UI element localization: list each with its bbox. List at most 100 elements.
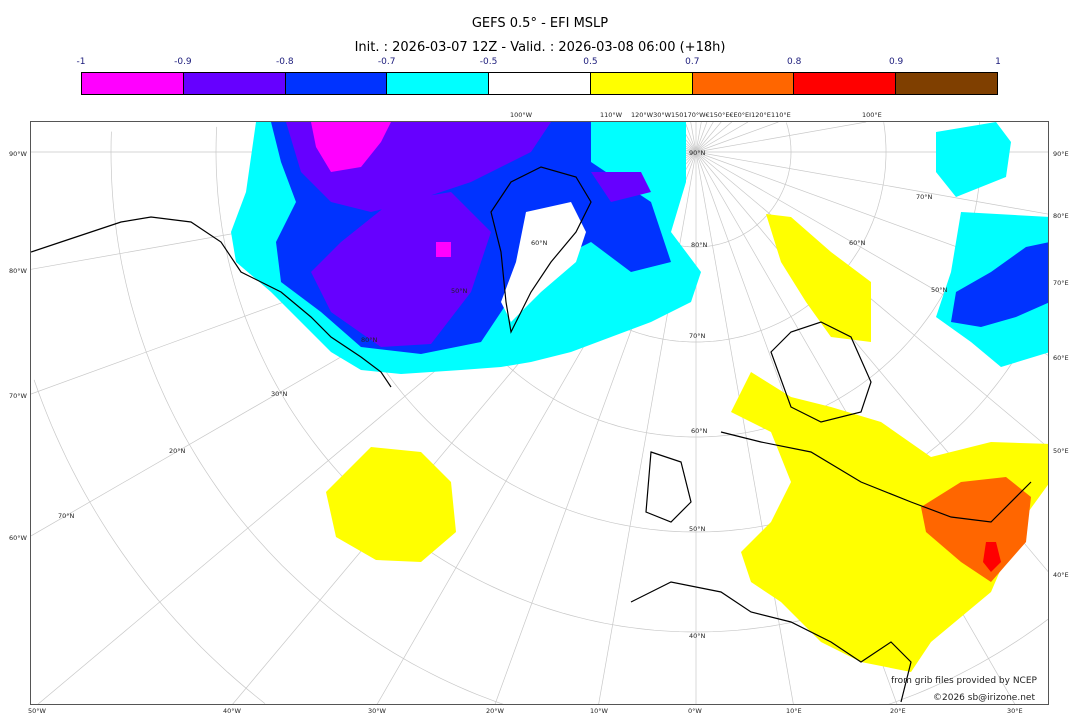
coastline-british-isles [645,451,692,523]
latitude-label: 50°N [451,287,468,295]
colorbar-tick: 0.9 [888,57,904,67]
positive-orange [921,477,1031,582]
coastline-scandinavia [770,321,872,423]
greenland-white [501,202,586,322]
positive-europe-yellow [731,372,1048,672]
colorbar-tick: 1 [995,57,1001,67]
colorbar-tick: 0.5 [583,57,598,67]
map-subtitle: Init. : 2026-03-07 12Z - Valid. : 2026-0… [354,40,726,55]
axis-label: 40°W [223,707,241,715]
colorbar-tick: -0.8 [275,57,294,67]
latitude-label: 70°N [58,512,75,520]
blue-asia [951,242,1048,327]
axis-label: 60°W [9,534,27,542]
axis-label: 40°E [1053,571,1069,579]
meridian-line [695,122,779,153]
axis-label: 50°E [1053,447,1069,455]
parallel-line [33,379,266,704]
axis-label: 120°W30°W150170°W€150°E€E0°EI120°E [631,111,771,119]
axis-label: 60°E [1053,354,1069,362]
positive-scandinavia-yellow [766,214,871,342]
colorbar-tick: -0.5 [479,57,498,67]
latitude-label: 60°N [531,239,548,247]
meridian-line [695,151,1048,215]
axis-label: 20°E [890,707,906,715]
colorbar-tick: -1 [76,57,86,67]
coastline-north-america [31,216,392,388]
colorbar-tick: -0.7 [377,57,396,67]
meridian-line [695,151,1048,448]
parallel-line [888,618,1048,704]
meridian-line [695,122,867,153]
axis-label: 80°W [9,267,27,275]
axis-label: 10°E [786,707,802,715]
colorbar-segment [692,73,795,94]
colorbar-segment [285,73,388,94]
axis-label: 90°E [1053,150,1069,158]
latitude-label: 60°N [849,239,866,247]
meridian-line [695,122,733,153]
axis-label: 90°W [9,150,27,158]
meridian-line [695,122,708,153]
coastline-north-europe [720,431,1032,523]
efi-map: 90°N 80°N 70°N 60°N 50°N 40°N 30°N 20°N 70°N 60°N… [30,121,1049,705]
colorbar-tick: -0.9 [174,57,192,67]
colorbar-segment [183,73,286,94]
colorbar-segment [794,73,897,94]
axis-label: 50°W [28,707,46,715]
axis-label: 110°E [771,111,791,119]
latitude-label: 80°N [691,241,708,249]
coastlines [31,166,1032,703]
latitude-label: 30°N [271,390,288,398]
meridian-line [690,122,697,153]
parallel-line [883,122,887,152]
coastline-greenland [490,166,592,334]
axis-label: 100°W [510,111,533,119]
axis-label: 20°W [486,707,504,715]
map-svg [31,122,1048,704]
credit-source: from grib files provided by NCEP [891,676,1037,686]
axis-label: 70°W [9,392,27,400]
latitude-label: 80°N [361,336,378,344]
latitude-label: 40°N [689,632,706,640]
meridian-line [695,122,702,153]
latitude-label: 70°N [689,332,706,340]
axis-label: 70°E [1053,279,1069,287]
latitude-label: 50°N [689,525,706,533]
colorbar-segment [590,73,693,94]
axis-label: 110°W [600,111,623,119]
colorbar-tick: 0.7 [685,57,700,67]
latitude-label: 60°N [691,427,708,435]
latitude-label: 50°N [931,286,948,294]
axis-label: 80°E [1053,212,1069,220]
axis-label: 0°W [688,707,702,715]
map-title: GEFS 0.5° - EFI MSLP [471,16,609,31]
colorbar-segment [896,73,998,94]
latitude-label: 70°N [916,193,933,201]
positive-red [983,542,1001,572]
meridian-line [695,122,749,153]
axis-label: 10°W [590,707,608,715]
axis-label: 30°W [368,707,386,715]
coastline-mediterranean [630,581,912,703]
axis-label: 100°E [862,111,882,119]
axis-label: 30°E [1007,707,1023,715]
credit-copyright: ©2026 sb@irizone.net [933,693,1035,703]
magenta-core [311,122,451,257]
meridian-line [684,122,697,153]
colorbar-segment [82,73,184,94]
purple-core [286,122,651,347]
meridian-line [695,122,722,153]
colorbar-segment [489,73,591,94]
latitude-label: 20°N [169,447,186,455]
colorbar [81,72,998,95]
meridian-line [695,122,714,153]
parallel-line [786,122,792,152]
meridian-line [695,151,794,704]
positive-atlantic-yellow [326,447,456,562]
colorbar-segment [387,73,490,94]
parallel-line [110,131,504,704]
latitude-label: 90°N [689,149,706,157]
colorbar-tick: 0.8 [787,57,802,67]
efi-field [231,122,1048,672]
